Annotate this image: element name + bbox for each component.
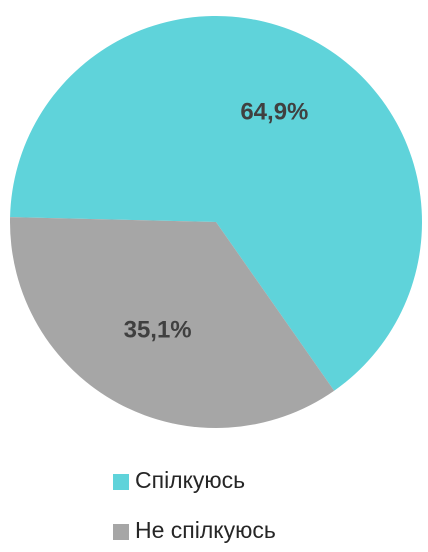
data-label: 35,1% (124, 316, 192, 343)
legend-swatch (113, 524, 129, 540)
pie-slice (10, 15, 422, 391)
pie-slice (9, 217, 335, 428)
legend-label: Не спілкуюсь (135, 517, 276, 543)
legend-swatch (113, 474, 129, 490)
legend-label: Спілкуюсь (135, 467, 245, 493)
data-label: 64,9% (240, 98, 308, 125)
